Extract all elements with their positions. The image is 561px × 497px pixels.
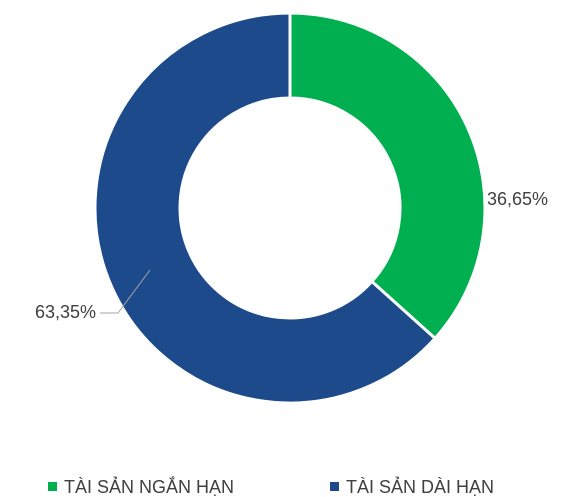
leader-line (100, 269, 151, 314)
donut-slice (288, 11, 487, 341)
legend-swatch (330, 482, 339, 491)
legend-label: TÀI SẢN NGẮN HẠN (64, 476, 234, 497)
legend-swatch (48, 482, 57, 491)
donut-slice (93, 11, 438, 405)
data-label: 63,35% (35, 302, 96, 322)
legend-label: TÀI SẢN DÀI HẠN (346, 476, 494, 497)
data-label: 36,65% (487, 189, 548, 209)
